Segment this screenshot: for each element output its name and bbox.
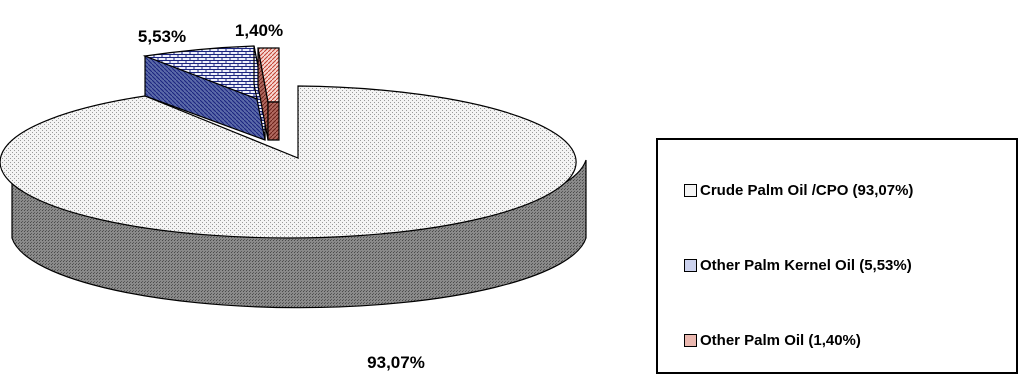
legend: Crude Palm Oil /CPO (93,07%) Other Palm … [656,138,1018,374]
legend-swatch-opo [684,334,697,347]
legend-label-opo: Other Palm Oil (1,40%) [700,332,861,349]
slice-opo-front [267,101,280,141]
data-label-opo: 1,40% [235,21,283,40]
data-label-pko: 5,53% [138,27,186,46]
legend-label-cpo: Crude Palm Oil /CPO (93,07%) [700,182,914,199]
legend-swatch-pko [684,259,697,272]
legend-item-cpo: Crude Palm Oil /CPO (93,07%) [684,182,913,199]
legend-swatch-cpo [684,184,697,197]
data-label-cpo: 93,07% [367,353,425,372]
slice-pko-top [142,45,266,103]
legend-label-pko: Other Palm Kernel Oil (5,53%) [700,257,912,274]
legend-item-pko: Other Palm Kernel Oil (5,53%) [684,257,912,274]
slice-cpo-top [0,85,577,239]
legend-item-opo: Other Palm Oil (1,40%) [684,332,861,349]
